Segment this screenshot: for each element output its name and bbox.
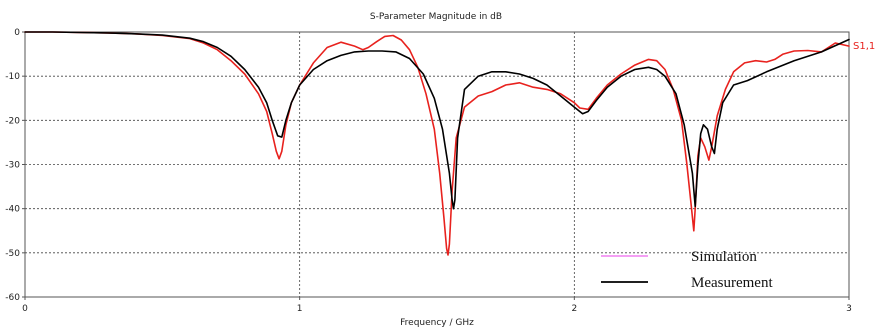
legend: Simulation Measurement: [601, 249, 773, 291]
y-tick-label: -30: [5, 161, 20, 171]
y-tick-label: 0: [14, 28, 20, 38]
axis-ticks: 0-10-20-30-40-50-600 1 2 3: [5, 28, 852, 314]
x-tick-label: 2: [571, 304, 577, 314]
y-tick-label: -20: [5, 116, 20, 126]
legend-label-simulation: Simulation: [691, 249, 757, 265]
grid-lines: [25, 32, 849, 297]
y-tick-label: -40: [5, 205, 20, 215]
legend-label-measurement: Measurement: [691, 275, 773, 291]
x-tick-label: 0: [22, 304, 28, 314]
y-tick-label: -10: [5, 72, 20, 82]
series-line-simulation: [24, 31, 850, 256]
y-tick-label: -60: [5, 293, 20, 303]
series-end-label: S1,1: [853, 41, 875, 52]
x-tick-label: 1: [297, 304, 303, 314]
y-tick-label: -50: [5, 249, 20, 259]
series-lines: [24, 31, 850, 256]
x-tick-label: 3: [846, 304, 852, 314]
series-line-measurement: [24, 31, 850, 210]
x-axis-label: Frequency / GHz: [400, 318, 474, 328]
chart-title: S-Parameter Magnitude in dB: [370, 12, 502, 22]
